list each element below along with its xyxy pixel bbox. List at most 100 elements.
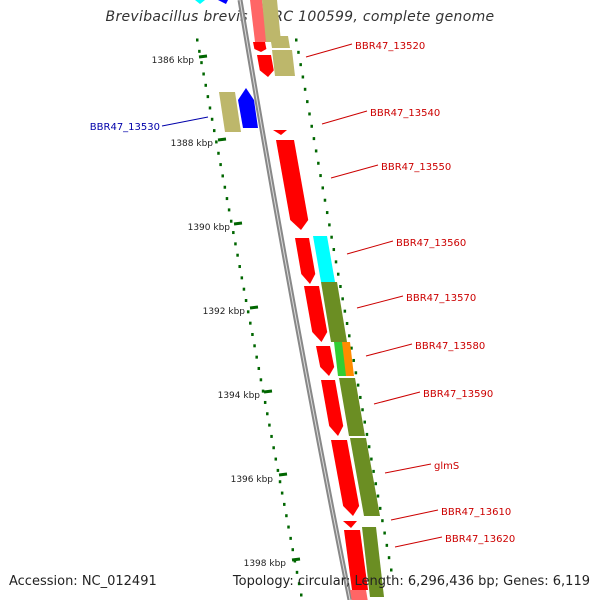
tick-dot-right-6 — [308, 112, 311, 116]
tick-dot-right-25 — [350, 346, 353, 350]
tick-dot-left-10 — [217, 151, 220, 155]
gene-bbr47-13530 — [238, 88, 258, 128]
tick-dot-left-30 — [259, 378, 263, 382]
tick-dot-left-40 — [280, 491, 284, 495]
axis-tick-1392 — [249, 305, 259, 310]
tick-dot-left-7 — [210, 117, 214, 121]
tick-dot-right-22 — [343, 309, 347, 313]
tick-dot-left-35 — [270, 434, 273, 438]
tick-dot-left-47 — [295, 570, 299, 574]
gene-label-bbr47-13580: BBR47_13580 — [415, 341, 485, 352]
cog-bbr47-13520-b — [272, 50, 295, 76]
tick-dot-right-32 — [365, 432, 369, 436]
tick-dot-right-31 — [363, 420, 366, 424]
tick-dot-left-4 — [204, 83, 207, 87]
tick-dot-right-21 — [341, 297, 344, 301]
axis-tick-1388 — [217, 137, 227, 142]
tick-dot-right-39 — [381, 519, 384, 523]
gene-label-glms: glmS — [434, 461, 459, 472]
tick-dot-right-13 — [323, 198, 327, 202]
tick-dot-right-26 — [352, 358, 355, 362]
tick-dot-right-34 — [370, 457, 373, 461]
gene-bbr47-13610 — [343, 521, 357, 528]
gene-label-bbr47-13590: BBR47_13590 — [423, 389, 493, 400]
tick-dot-right-17 — [332, 248, 336, 252]
tick-dot-right-27 — [354, 371, 358, 375]
tick-dot-left-11 — [219, 163, 222, 167]
cog-partial-top-khaki — [262, 0, 281, 42]
tick-dot-right-33 — [367, 445, 371, 449]
leader-line-bbr47-13610 — [390, 509, 439, 521]
tick-dot-right-41 — [385, 543, 389, 547]
gene-glms — [331, 440, 360, 516]
tick-dot-right-15 — [328, 223, 331, 227]
tick-dot-left-31 — [261, 389, 265, 393]
tick-dot-left-21 — [240, 276, 244, 280]
tick-dot-right-36 — [374, 482, 378, 486]
cog-bbr47-13560 — [313, 236, 335, 282]
tick-dot-left-39 — [278, 480, 282, 484]
tick-dot-right-43 — [390, 568, 393, 572]
gene-bbr47-13550 — [276, 140, 309, 230]
tick-dot-left-18 — [234, 242, 237, 246]
tick-dot-right-2 — [299, 63, 302, 67]
leader-line-bbr47-13560 — [346, 240, 394, 255]
cog-bbr47-13530 — [219, 92, 241, 132]
leader-line-glms — [384, 463, 432, 474]
tick-dot-left-25 — [249, 321, 252, 325]
leader-line-bbr47-13580 — [365, 343, 413, 357]
tick-dot-left-48 — [297, 582, 301, 586]
gene-label-bbr47-13620: BBR47_13620 — [445, 534, 515, 545]
gene-label-bbr47-13560: BBR47_13560 — [396, 238, 466, 249]
tick-dot-right-1 — [297, 50, 300, 54]
leader-line-bbr47-13530 — [161, 116, 209, 127]
tick-dot-left-34 — [268, 423, 271, 427]
tick-dot-right-4 — [303, 87, 307, 91]
tick-dot-right-37 — [376, 494, 380, 498]
tick-dot-right-8 — [312, 137, 316, 141]
tick-dot-left-42 — [285, 514, 288, 518]
tick-dot-left-27 — [253, 344, 256, 348]
tick-dot-left-19 — [236, 253, 239, 257]
axis-tick-label-1396: 1396 kbp — [231, 475, 274, 485]
tick-dot-left-29 — [257, 366, 261, 370]
tick-dot-right-19 — [336, 272, 340, 276]
cog-glms — [350, 438, 380, 516]
axis-tick-1398 — [291, 557, 301, 562]
tick-dot-left-14 — [225, 197, 229, 201]
tick-dot-left-15 — [227, 208, 231, 212]
gene-bbr47-13520 — [257, 55, 274, 77]
tick-dot-left-44 — [289, 536, 292, 540]
tick-dot-left-8 — [212, 129, 216, 133]
cog-bbr47-13580-b — [342, 342, 354, 376]
tick-dot-left-49 — [300, 593, 303, 597]
tick-dot-left-6 — [208, 106, 212, 110]
leader-line-bbr47-13590 — [373, 391, 421, 405]
tick-dot-left-9 — [215, 140, 218, 144]
tick-dot-right-3 — [301, 75, 305, 79]
gene-label-bbr47-13550: BBR47_13550 — [381, 162, 451, 173]
leader-line-bbr47-13520 — [305, 43, 353, 58]
tick-dot-left-5 — [206, 95, 210, 99]
leader-line-bbr47-13550 — [330, 164, 379, 179]
leader-line-bbr47-13570 — [356, 295, 404, 309]
cog-bbr47-13570 — [321, 282, 347, 342]
tick-dot-right-11 — [319, 174, 322, 178]
tick-dot-right-28 — [356, 383, 360, 387]
leader-line-bbr47-13540 — [321, 110, 368, 125]
leader-line-bbr47-13620 — [394, 536, 443, 548]
gene-label-bbr47-13570: BBR47_13570 — [406, 293, 476, 304]
gene-partial-top-cyan — [195, 0, 205, 4]
tick-dot-left-36 — [272, 446, 275, 450]
axis-tick-label-1390: 1390 kbp — [188, 223, 231, 233]
tick-dot-left-16 — [229, 219, 233, 223]
gene-bbr47-13540 — [273, 130, 287, 135]
tick-dot-left-20 — [238, 265, 241, 269]
backbone-highlight — [239, 0, 351, 600]
tick-dot-right-12 — [321, 186, 325, 190]
gene-partial-top-red — [250, 0, 267, 42]
tick-dot-right-30 — [361, 408, 364, 412]
tick-dot-left-32 — [263, 400, 267, 404]
tick-dot-left-17 — [232, 231, 235, 235]
